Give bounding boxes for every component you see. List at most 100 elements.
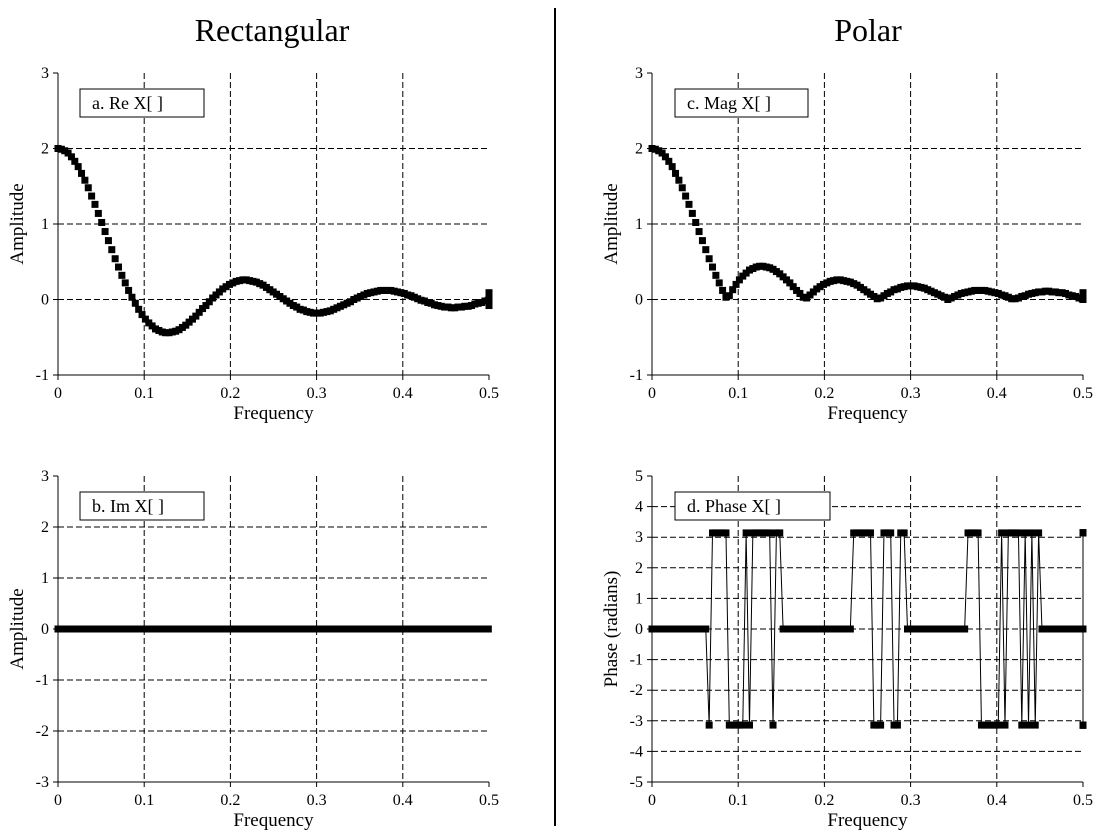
y-tick-label: -2: [630, 682, 643, 699]
data-point: [1079, 625, 1087, 633]
data-point: [702, 625, 710, 633]
data-point: [135, 305, 143, 313]
data-point: [974, 529, 982, 537]
y-tick-label: -1: [630, 652, 643, 669]
data-point: [661, 153, 669, 161]
data-point: [1001, 721, 1009, 729]
plot-label-box: [79, 88, 205, 118]
y-tick-label: 1: [41, 216, 49, 233]
data-point: [998, 529, 1006, 537]
x-tick-label: 0.1: [728, 385, 748, 402]
data-point: [665, 157, 673, 165]
data-point: [695, 228, 703, 236]
x-tick-label: 0: [648, 792, 656, 809]
x-tick-label: 0.2: [220, 385, 240, 402]
data-point: [91, 200, 99, 208]
data-point: [118, 271, 126, 279]
x-tick-label: 0.4: [393, 385, 413, 402]
y-axis-label: Amplitude: [601, 183, 622, 264]
data-point: [1014, 529, 1022, 537]
x-tick-label: 0: [54, 385, 62, 402]
data-point: [739, 721, 747, 729]
data-point: [867, 529, 875, 537]
x-tick-label: 0.4: [393, 792, 413, 809]
x-tick-label: 0.3: [307, 792, 327, 809]
data-point: [685, 200, 693, 208]
data-point: [722, 529, 730, 537]
y-tick-label: 1: [635, 216, 643, 233]
y-tick-label: 3: [635, 529, 643, 546]
data-point: [1079, 529, 1087, 537]
data-point: [789, 283, 797, 291]
plot-label-box: [79, 491, 205, 521]
data-point: [692, 218, 700, 226]
data-point: [111, 255, 119, 263]
x-tick-label: 0.5: [1073, 385, 1093, 402]
data-point: [688, 209, 696, 217]
data-point: [769, 721, 777, 729]
data-point: [698, 237, 706, 245]
data-point: [682, 192, 690, 200]
y-tick-label: 0: [635, 292, 643, 309]
y-tick-label: 3: [41, 65, 49, 82]
plot-label: b. Im X[ ]: [92, 496, 164, 516]
plot-label-box: [674, 491, 831, 521]
data-point: [732, 280, 740, 288]
x-tick-label: 0.3: [901, 792, 921, 809]
x-tick-label: 0.5: [1073, 792, 1093, 809]
data-point: [84, 184, 92, 192]
y-tick-label: -1: [36, 367, 49, 384]
x-tick-label: 0.1: [134, 385, 154, 402]
data-point: [786, 279, 794, 287]
data-point: [719, 286, 727, 294]
data-point: [672, 169, 680, 177]
data-point: [64, 149, 72, 157]
y-tick-label: 2: [41, 141, 49, 158]
data-point: [484, 625, 492, 633]
data-point: [846, 625, 854, 633]
data-point: [900, 529, 908, 537]
data-point: [735, 276, 743, 284]
plot-label: a. Re X[ ]: [92, 93, 163, 113]
data-point: [131, 299, 139, 307]
y-tick-label: 0: [635, 621, 643, 638]
heading-rectangular: Rectangular: [194, 12, 350, 48]
plot-label-box: [674, 88, 809, 118]
panel-b: 0 0.1 0.2 0.3 0.4 0.5 -3 -2 -1 0 1 2 3 Frequency Ampli…: [7, 468, 499, 831]
x-tick-label: 0.2: [814, 792, 834, 809]
y-tick-label: 5: [635, 468, 643, 485]
y-axis-label: Amplitude: [7, 183, 28, 264]
data-point: [675, 176, 683, 184]
y-tick-label: -2: [36, 723, 49, 740]
data-point: [67, 153, 75, 161]
data-point: [104, 237, 112, 245]
data-point: [71, 157, 79, 165]
data-point: [125, 286, 133, 294]
y-tick-label: 0: [41, 621, 49, 638]
y-tick-label: 1: [41, 570, 49, 587]
x-tick-label: 0.5: [479, 385, 499, 402]
data-point: [745, 721, 753, 729]
data-point: [1021, 529, 1029, 537]
data-point: [961, 625, 969, 633]
y-tick-label: 3: [41, 468, 49, 485]
data-point: [205, 298, 213, 306]
data-point: [658, 149, 666, 157]
data-point: [88, 192, 96, 200]
data-point: [725, 292, 733, 300]
data-point: [1018, 721, 1026, 729]
data-point: [115, 263, 123, 271]
y-tick-label: -1: [36, 672, 49, 689]
data-point: [742, 529, 750, 537]
data-point: [705, 255, 713, 263]
data-point: [138, 311, 146, 319]
data-point: [1025, 721, 1033, 729]
data-point: [1035, 529, 1043, 537]
y-tick-label: 2: [635, 560, 643, 577]
data-point: [94, 209, 102, 217]
x-tick-label: 0.1: [728, 792, 748, 809]
x-tick-label: 0: [648, 385, 656, 402]
data-point: [108, 246, 116, 254]
data-point: [74, 163, 82, 171]
